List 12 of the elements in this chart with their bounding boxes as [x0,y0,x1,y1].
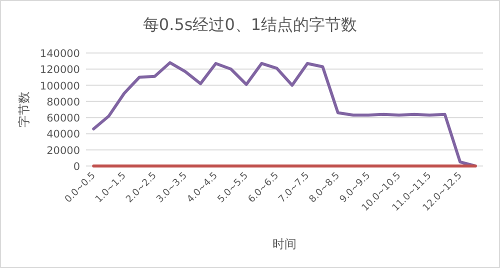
y-tick-label: 140000 [40,48,80,60]
y-axis-title: 字节数 [17,92,31,128]
y-tick-label: 60000 [46,112,80,125]
y-tick-label: 20000 [46,144,80,157]
y-tick-label: 80000 [46,96,80,108]
y-tick-label: 100000 [40,80,80,92]
y-tick-label: 120000 [40,64,80,76]
y-tick-label: 40000 [46,128,80,141]
line-series [92,61,477,168]
chart-title: 每0.5s经过0、1结点的字节数 [142,15,358,34]
y-tick-label: 0 [73,161,80,173]
x-axis-title: 时间 [272,237,296,251]
